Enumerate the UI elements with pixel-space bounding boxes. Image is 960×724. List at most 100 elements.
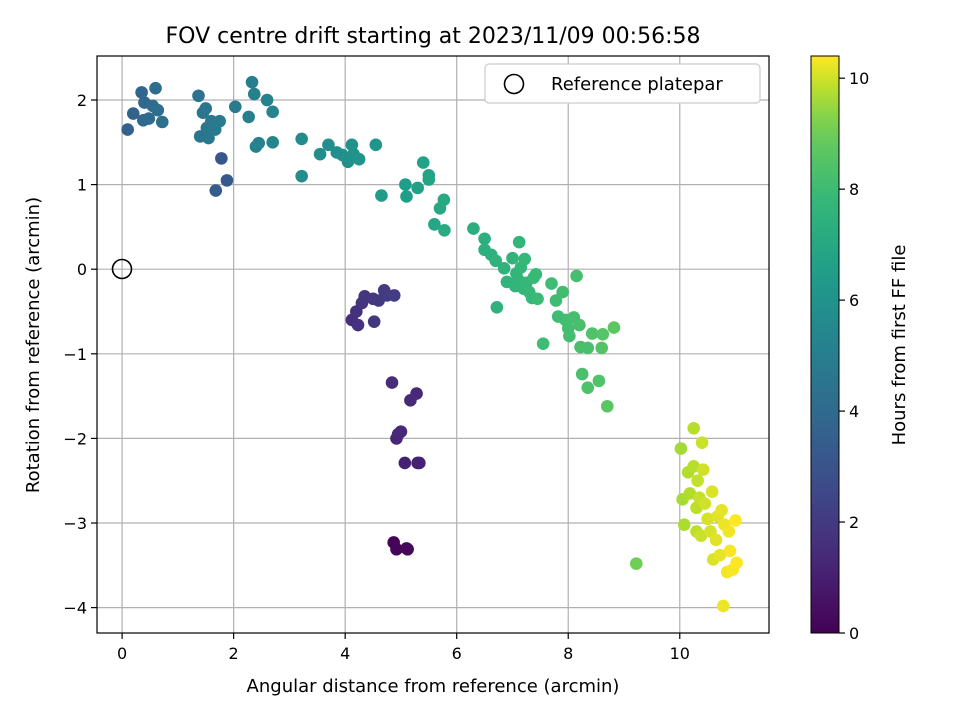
data-point (595, 341, 608, 355)
data-point (478, 232, 491, 246)
data-point (422, 173, 436, 186)
data-points (121, 75, 743, 613)
x-axis-ticks: 0 2 4 6 8 10 (117, 633, 690, 663)
x-tick-label: 6 (452, 644, 462, 663)
data-point (518, 252, 532, 266)
data-point (696, 463, 710, 477)
data-point (490, 300, 504, 314)
y-tick-label: −1 (63, 345, 87, 364)
data-point (428, 218, 441, 231)
data-point (375, 189, 388, 202)
x-axis-label: Angular distance from reference (arcmin) (247, 676, 620, 697)
y-tick-label: −4 (63, 599, 87, 618)
data-point (215, 152, 228, 165)
data-point (549, 294, 563, 307)
data-point (709, 533, 723, 547)
data-point (351, 318, 365, 332)
data-point (209, 184, 223, 197)
data-point (387, 289, 401, 302)
colorbar-tick-label: 8 (849, 180, 859, 199)
data-point (295, 169, 308, 183)
data-point (352, 152, 366, 166)
data-point (202, 131, 215, 145)
colorbar-tick-label: 10 (849, 69, 869, 88)
data-point (369, 138, 383, 152)
data-point (512, 235, 526, 249)
data-point (411, 181, 424, 195)
data-point (126, 107, 140, 120)
data-point (404, 394, 417, 407)
y-tick-label: −2 (63, 429, 87, 448)
data-point (695, 436, 709, 449)
chart-title: FOV centre drift starting at 2023/11/09 … (166, 24, 701, 49)
data-point (585, 327, 599, 340)
data-point (245, 75, 259, 89)
data-point (295, 132, 308, 146)
data-point (687, 460, 701, 473)
data-point (570, 269, 583, 283)
data-point (121, 123, 134, 136)
plot-frame (96, 55, 770, 634)
colorbar-tick-label: 4 (849, 402, 859, 421)
y-tick-label: 1 (77, 176, 87, 195)
data-point (545, 277, 558, 290)
data-point (529, 267, 543, 281)
data-point (149, 81, 162, 95)
data-point (437, 193, 451, 207)
data-point (135, 86, 148, 99)
data-point (398, 456, 412, 470)
y-tick-label: 0 (77, 260, 87, 279)
data-point (252, 136, 266, 150)
data-point (715, 504, 728, 517)
x-tick-label: 0 (117, 644, 127, 663)
data-point (142, 112, 156, 125)
data-point (573, 318, 586, 332)
data-point (581, 381, 595, 394)
data-point (497, 262, 511, 275)
legend: Reference platepar (484, 63, 761, 104)
data-point (247, 87, 261, 101)
colorbar-tick-label: 0 (849, 624, 859, 643)
data-point (607, 321, 621, 334)
x-tick-label: 10 (670, 644, 690, 663)
data-point (687, 421, 701, 435)
data-point (438, 223, 451, 237)
data-point (730, 556, 743, 570)
data-point (713, 548, 727, 562)
y-tick-label: −3 (63, 514, 87, 533)
data-point (313, 147, 327, 161)
data-point (416, 156, 430, 169)
data-point (199, 102, 213, 115)
data-point (385, 376, 399, 389)
data-point (242, 110, 255, 124)
y-axis-label: Rotation from reference (arcmin) (23, 197, 44, 493)
data-point (260, 93, 274, 107)
y-axis-ticks: −4 −3 −2 −1 0 1 2 (63, 91, 97, 618)
data-point (575, 367, 589, 381)
data-point (266, 135, 279, 149)
data-point (151, 103, 165, 117)
data-point (723, 544, 737, 558)
data-point (345, 138, 359, 152)
data-point (467, 222, 480, 235)
data-point (400, 190, 413, 203)
data-point (531, 292, 544, 306)
data-point (536, 337, 550, 350)
data-point (629, 557, 643, 570)
data-point (266, 105, 279, 119)
data-point (394, 425, 408, 438)
data-point (229, 100, 242, 114)
data-point (399, 178, 412, 191)
data-point (401, 542, 414, 556)
colorbar-tick-label: 6 (849, 291, 859, 310)
data-point (592, 374, 606, 388)
data-point (683, 487, 697, 500)
colorbar-label: Hours from first FF file (889, 245, 910, 446)
data-point (674, 442, 688, 455)
data-point (581, 341, 595, 355)
legend-entry-label: Reference platepar (551, 74, 723, 95)
data-point (694, 529, 708, 543)
data-point (600, 399, 614, 413)
